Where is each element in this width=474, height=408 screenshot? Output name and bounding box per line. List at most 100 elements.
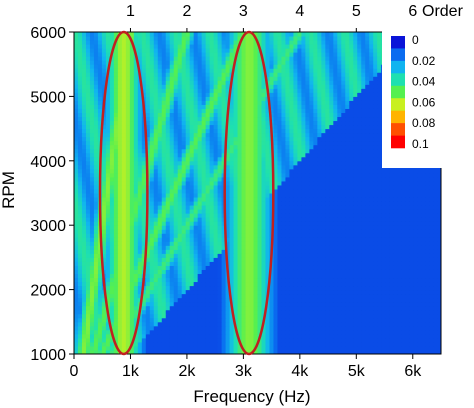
heatmap-cell xyxy=(345,168,350,174)
heatmap-cell xyxy=(129,313,135,319)
heatmap-cell xyxy=(269,197,274,202)
heatmap-cell xyxy=(373,349,378,355)
heatmap-cell xyxy=(417,309,422,315)
heatmap-cell xyxy=(209,349,215,355)
heatmap-cell xyxy=(377,156,382,162)
heatmap-cell xyxy=(101,237,107,242)
heatmap-cell xyxy=(329,317,334,323)
heatmap-cell xyxy=(217,309,223,315)
heatmap-cell xyxy=(337,201,342,206)
heatmap-cell xyxy=(373,180,378,186)
heatmap-cell xyxy=(201,221,207,226)
heatmap-cell xyxy=(165,241,171,246)
heatmap-cell xyxy=(97,341,103,347)
heatmap-cell xyxy=(109,281,115,287)
heatmap-cell xyxy=(121,213,127,218)
heatmap-cell xyxy=(321,261,326,266)
heatmap-cell xyxy=(377,221,382,226)
heatmap-cell xyxy=(193,273,199,279)
heatmap-cell xyxy=(437,176,442,182)
heatmap-cell xyxy=(381,205,386,210)
heatmap-cell xyxy=(149,261,155,266)
heatmap-cell xyxy=(309,329,314,335)
heatmap-cell xyxy=(377,197,382,202)
heatmap-cell xyxy=(169,317,175,323)
heatmap-cell xyxy=(433,168,438,174)
heatmap-cell xyxy=(101,221,107,226)
heatmap-cell xyxy=(129,345,135,351)
heatmap-cell xyxy=(169,293,175,299)
heatmap-cell xyxy=(237,209,243,214)
heatmap-cell xyxy=(349,349,354,355)
heatmap-cell xyxy=(145,253,151,258)
heatmap-cell xyxy=(81,229,87,234)
heatmap-cell xyxy=(241,265,247,270)
heatmap-cell xyxy=(101,148,107,154)
heatmap-cell xyxy=(101,201,107,206)
heatmap-cell xyxy=(237,180,243,186)
heatmap-cell xyxy=(169,349,175,355)
heatmap-cell xyxy=(157,333,163,339)
heatmap-cell xyxy=(301,253,306,258)
heatmap-cell xyxy=(397,205,402,210)
heatmap-cell xyxy=(417,345,422,351)
heatmap-cell xyxy=(105,152,111,158)
heatmap-cell xyxy=(317,241,322,246)
heatmap-cell xyxy=(237,325,243,331)
heatmap-cell xyxy=(125,309,131,315)
heatmap-cell xyxy=(153,333,159,339)
heatmap-cell xyxy=(233,245,239,250)
heatmap-cell xyxy=(93,305,99,311)
heatmap-cell xyxy=(145,325,151,331)
heatmap-cell xyxy=(293,277,298,283)
heatmap-cell xyxy=(157,172,163,178)
heatmap-cell xyxy=(265,313,270,319)
heatmap-cell xyxy=(193,221,199,226)
heatmap-cell xyxy=(321,277,326,283)
heatmap-cell xyxy=(113,305,119,311)
heatmap-cell xyxy=(417,301,422,307)
heatmap-cell xyxy=(345,313,350,319)
heatmap-cell xyxy=(277,193,282,198)
heatmap-cell xyxy=(289,152,294,158)
heatmap-cell xyxy=(209,253,215,258)
heatmap-cell xyxy=(341,205,346,210)
heatmap-cell xyxy=(413,241,418,246)
heatmap-cell xyxy=(313,277,318,283)
heatmap-cell xyxy=(245,225,251,230)
heatmap-cell xyxy=(81,289,87,295)
heatmap-cell xyxy=(329,285,334,291)
heatmap-cell xyxy=(325,285,330,291)
heatmap-cell xyxy=(433,301,438,307)
heatmap-cell xyxy=(397,301,402,307)
heatmap-cell xyxy=(245,160,251,166)
heatmap-cell xyxy=(325,160,330,166)
heatmap-cell xyxy=(85,317,91,323)
heatmap-cell xyxy=(353,301,358,307)
heatmap-cell xyxy=(109,152,115,158)
heatmap-cell xyxy=(189,269,195,274)
heatmap-cell xyxy=(93,253,99,258)
heatmap-cell xyxy=(237,237,243,242)
heatmap-cell xyxy=(237,188,243,194)
heatmap-cell xyxy=(197,168,203,174)
heatmap-cell xyxy=(177,337,183,343)
heatmap-cell xyxy=(113,201,119,206)
heatmap-cell xyxy=(133,136,139,142)
heatmap-cell xyxy=(105,197,111,202)
heatmap-cell xyxy=(297,233,302,238)
heatmap-cell xyxy=(129,188,135,194)
heatmap-cell xyxy=(249,144,255,150)
heatmap-cell xyxy=(397,321,402,327)
heatmap-cell xyxy=(369,184,374,190)
heatmap-cell xyxy=(217,233,223,238)
heatmap-cell xyxy=(93,293,99,299)
heatmap-cell xyxy=(133,269,139,274)
heatmap-cell xyxy=(185,221,191,226)
heatmap-cell xyxy=(85,221,91,226)
heatmap-cell xyxy=(77,289,83,295)
heatmap-cell xyxy=(425,229,430,234)
heatmap-cell xyxy=(365,277,370,283)
heatmap-cell xyxy=(341,341,346,347)
heatmap-cell xyxy=(129,281,135,287)
